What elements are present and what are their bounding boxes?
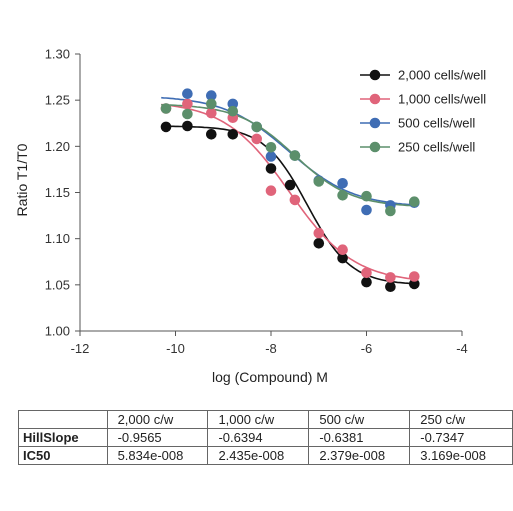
legend-label: 500 cells/well (398, 116, 475, 131)
data-point (182, 88, 193, 99)
data-point (265, 163, 277, 174)
table-row: IC50 5.834e-008 2.435e-008 2.379e-008 3.… (18, 446, 513, 465)
table-header-cell: 2,000 c/w (106, 410, 209, 429)
table-header-cell: 250 c/w (409, 410, 513, 429)
table-cell: 3.169e-008 (409, 446, 513, 465)
y-tick-label: 1.25 (45, 93, 70, 108)
data-point (182, 108, 193, 120)
data-point (337, 244, 348, 255)
data-point (206, 107, 217, 119)
y-tick-label: 1.20 (45, 139, 70, 154)
y-tick-label: 1.00 (45, 324, 70, 339)
data-point (182, 98, 193, 110)
data-point (289, 150, 301, 161)
data-point (251, 133, 262, 145)
table-header-cell: 500 c/w (308, 410, 411, 429)
data-point (361, 204, 372, 216)
legend-marker (369, 69, 381, 81)
data-point (265, 185, 277, 196)
fit-curve (161, 104, 415, 207)
x-tick-label: -10 (166, 341, 185, 356)
y-tick-label: 1.10 (45, 231, 70, 246)
data-point (227, 98, 239, 110)
data-point (385, 281, 396, 293)
x-tick-label: -12 (71, 341, 90, 356)
table-cell: -0.7347 (409, 428, 513, 447)
table-cell: 5.834e-008 (106, 446, 209, 465)
chart-axes: -12 -10 -8 -6 -4 1.00 1.05 1.10 1.15 1.20 1.25 1.30 (45, 47, 468, 357)
data-point (206, 129, 217, 140)
fit-curve (161, 103, 415, 280)
x-tick-label: -6 (361, 341, 373, 356)
table-row-label: IC50 (18, 446, 108, 465)
data-point (160, 121, 172, 133)
data-point (284, 179, 296, 191)
data-point (206, 98, 217, 110)
legend-marker (369, 141, 381, 153)
data-point (206, 90, 217, 101)
data-point (313, 238, 325, 249)
x-tick-label: -4 (456, 341, 468, 356)
fit-curve (161, 125, 415, 285)
legend-marker (369, 117, 381, 129)
data-point (289, 194, 301, 206)
table-header-row: 2,000 c/w 1,000 c/w 500 c/w 250 c/w (18, 410, 513, 429)
data-point (265, 151, 277, 162)
data-point (265, 142, 277, 153)
results-table: 2,000 c/w 1,000 c/w 500 c/w 250 c/w Hill… (18, 410, 513, 465)
data-point (251, 121, 262, 133)
table-corner-cell (18, 410, 108, 429)
y-tick-label: 1.05 (45, 277, 70, 292)
x-tick-label: -8 (265, 341, 277, 356)
table-row: HillSlope -0.9565 -0.6394 -0.6381 -0.734… (18, 428, 513, 447)
fit-curves (161, 96, 415, 285)
data-point (313, 227, 325, 239)
data-point (227, 105, 239, 117)
data-point (361, 267, 372, 279)
table-cell: 2.435e-008 (207, 446, 310, 465)
y-tick-label: 1.30 (45, 47, 70, 62)
legend-label: 1,000 cells/well (398, 92, 486, 107)
fit-curve (161, 96, 415, 206)
data-point (337, 190, 348, 201)
data-point (409, 271, 420, 282)
data-point (409, 196, 420, 207)
data-point (385, 272, 396, 283)
data-point (337, 252, 348, 264)
dose-response-chart: -12 -10 -8 -6 -4 1.00 1.05 1.10 1.15 1.20 1.25 1.30… (14, 47, 486, 386)
data-point (227, 129, 239, 140)
data-point (182, 120, 193, 132)
data-point (385, 205, 396, 217)
legend-marker (369, 93, 381, 105)
chart-legend: 2,000 cells/well 1,000 cells/well 500 cell… (360, 68, 486, 155)
legend-label: 250 cells/well (398, 140, 475, 155)
data-point (313, 176, 325, 187)
table-cell: -0.6381 (308, 428, 411, 447)
y-tick-label: 1.15 (45, 185, 70, 200)
x-axis-title: log (Compound) M (212, 369, 328, 385)
data-point (409, 278, 420, 290)
data-points (160, 88, 420, 293)
table-cell: 2.379e-008 (308, 446, 411, 465)
legend-label: 2,000 cells/well (398, 68, 486, 83)
y-axis-title: Ratio T1/T0 (14, 143, 30, 216)
table-header-cell: 1,000 c/w (207, 410, 310, 429)
data-point (361, 190, 372, 202)
data-point (337, 178, 348, 189)
table-row-label: HillSlope (18, 428, 108, 447)
table-cell: -0.6394 (207, 428, 310, 447)
table-cell: -0.9565 (106, 428, 209, 447)
data-point (160, 103, 172, 114)
data-point (361, 276, 372, 288)
